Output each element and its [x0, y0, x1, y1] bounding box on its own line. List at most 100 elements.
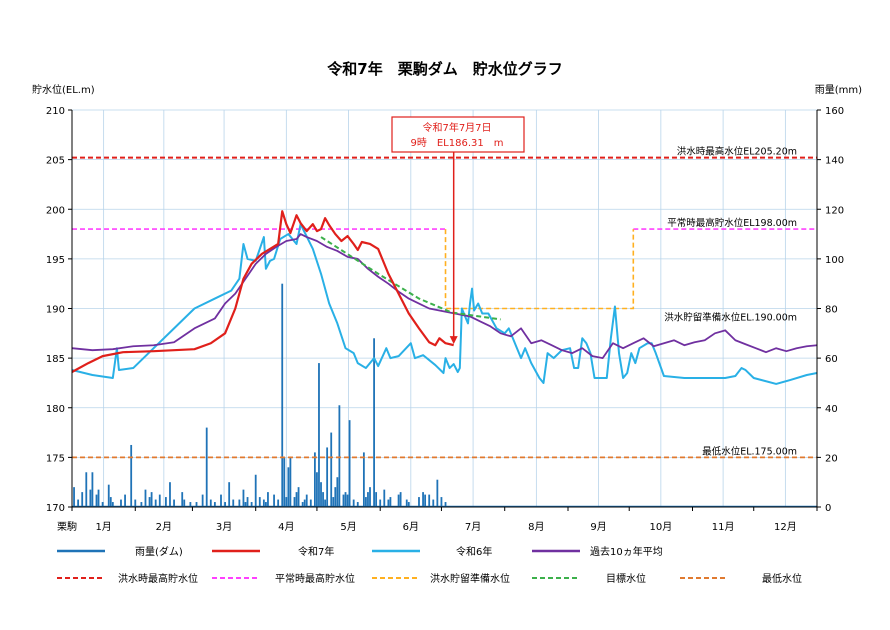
- rainfall-bar: [148, 497, 151, 507]
- flood-max-label: 洪水時最高水位EL205.20m: [677, 146, 797, 158]
- rainfall-bar: [101, 502, 104, 507]
- x-axis-label: 栗駒: [57, 521, 77, 533]
- rainfall-bar: [140, 502, 143, 507]
- month-label: 3月: [216, 521, 232, 533]
- month-label: 7月: [465, 521, 481, 533]
- target-level-line: [320, 236, 501, 321]
- month-label: 5月: [340, 521, 356, 533]
- rainfall-bar: [305, 494, 308, 507]
- rainfall-bar: [189, 502, 192, 507]
- rainfall-bar: [224, 502, 226, 507]
- rainfall-bar: [289, 457, 292, 507]
- rainfall-bar: [77, 499, 80, 507]
- rainfall-bar: [287, 467, 290, 507]
- rainfall-bar: [154, 499, 157, 507]
- rainfall-bar: [242, 489, 245, 507]
- rainfall-bar: [293, 497, 296, 507]
- rainfall-bar: [201, 494, 204, 507]
- rainfall-bar: [169, 482, 171, 507]
- rainfall-bar: [73, 487, 75, 507]
- rainfall-bar: [183, 499, 186, 507]
- rainfall-bar: [164, 497, 167, 507]
- rainfall-bar: [303, 499, 306, 507]
- rainfall-bar: [309, 499, 312, 507]
- rainfall-bar: [262, 499, 265, 507]
- axes: 170 175 180 185 190 195 200 205 210 0 20 40 60 80 100 1…: [46, 106, 844, 533]
- rainfall-bar: [283, 457, 286, 507]
- rainfall-bar: [322, 492, 324, 507]
- y-right-tick-label: 40: [825, 404, 838, 415]
- rainfall-bar: [418, 497, 420, 507]
- flood-prep-label: 洪水貯留準備水位EL.190.00m: [664, 311, 797, 323]
- y-left-tick-label: 195: [46, 255, 65, 266]
- rainfall-bar: [405, 499, 408, 507]
- chart-title: 令和7年 栗駒ダム 貯水位グラフ: [327, 60, 562, 78]
- rainfall-bar: [407, 502, 410, 507]
- rainfall-bar: [111, 502, 114, 507]
- rainfall-bar: [89, 489, 92, 507]
- normal-max-label: 平常時最高貯水位EL198.00m: [667, 217, 797, 229]
- rainfall-bar: [344, 492, 347, 507]
- rainfall-bar: [334, 487, 337, 507]
- legend-label-flood-prep: 洪水貯留準備水位: [430, 572, 510, 585]
- rainfall-bar: [277, 499, 280, 507]
- rainfall-bar: [134, 499, 137, 507]
- y-right-tick-label: 0: [825, 503, 831, 514]
- rainfall-bar: [383, 489, 386, 507]
- rainfall-bar: [181, 492, 184, 507]
- rainfall-bar: [428, 494, 431, 507]
- annotation-box: [391, 116, 525, 153]
- month-label: 4月: [278, 521, 294, 533]
- y-right-axis-label: 雨量(mm): [815, 84, 862, 96]
- water-level-lines: [71, 210, 818, 385]
- annotation-arrow-head: [449, 336, 458, 345]
- rainfall-bar: [232, 499, 235, 507]
- rainfall-bar: [120, 499, 122, 507]
- flood-prep-line: [444, 229, 635, 310]
- y-left-tick-label: 185: [46, 354, 65, 365]
- annotation-date: 令和7年7月7日: [422, 121, 491, 134]
- y-left-axis-label: 貯水位(EL.m): [32, 83, 95, 96]
- rainfall-bar: [369, 487, 371, 507]
- y-left-tick-label: 175: [46, 453, 65, 464]
- rainfall-bar: [107, 484, 110, 507]
- legend-label-flood-max: 洪水時最高貯水位: [118, 572, 198, 585]
- month-label: 2月: [156, 521, 172, 533]
- y-left-tick-label: 190: [46, 305, 65, 316]
- rainfall-bar: [297, 487, 300, 507]
- rainfall-bar: [173, 499, 175, 507]
- rainfall-bar: [424, 494, 427, 507]
- rainfall-bar: [379, 499, 382, 507]
- month-label: 10月: [649, 521, 672, 533]
- legend-label-min-level: 最低水位: [762, 572, 802, 585]
- rainfall-bar: [301, 502, 304, 507]
- month-label: 9月: [590, 521, 606, 533]
- rainfall-bar: [324, 499, 326, 507]
- y-right-tick-label: 160: [825, 106, 844, 117]
- rainfall-bar: [330, 432, 333, 507]
- rainfall-bar: [130, 444, 133, 507]
- rainfall-bar: [246, 497, 249, 507]
- rainfall-bar: [389, 497, 392, 507]
- legend-label-rain: 雨量(ダム): [135, 545, 183, 558]
- rainfall-bar: [440, 497, 443, 507]
- rainfall-bar: [326, 447, 329, 507]
- y-right-tick-label: 60: [825, 354, 838, 365]
- rainfall-bar: [209, 499, 212, 507]
- rainfall-bar: [91, 472, 94, 507]
- rainfall-bar: [273, 494, 275, 507]
- y-right-tick-label: 80: [825, 305, 838, 316]
- y-right-tick-label: 120: [825, 205, 844, 216]
- rainfall-bar: [158, 494, 161, 507]
- month-label: 6月: [403, 521, 419, 533]
- y-right-tick-label: 100: [825, 255, 844, 266]
- month-label: 8月: [528, 521, 544, 533]
- rainfall-bar: [244, 502, 247, 507]
- rainfall-bar: [267, 492, 269, 507]
- y-left-tick-label: 200: [46, 205, 65, 216]
- rainfall-bar: [375, 492, 378, 507]
- legend-label-r7: 令和7年: [298, 545, 334, 558]
- annotation: 令和7年7月7日 9時 EL186.31 m: [391, 116, 525, 345]
- rainfall-bar: [422, 492, 424, 507]
